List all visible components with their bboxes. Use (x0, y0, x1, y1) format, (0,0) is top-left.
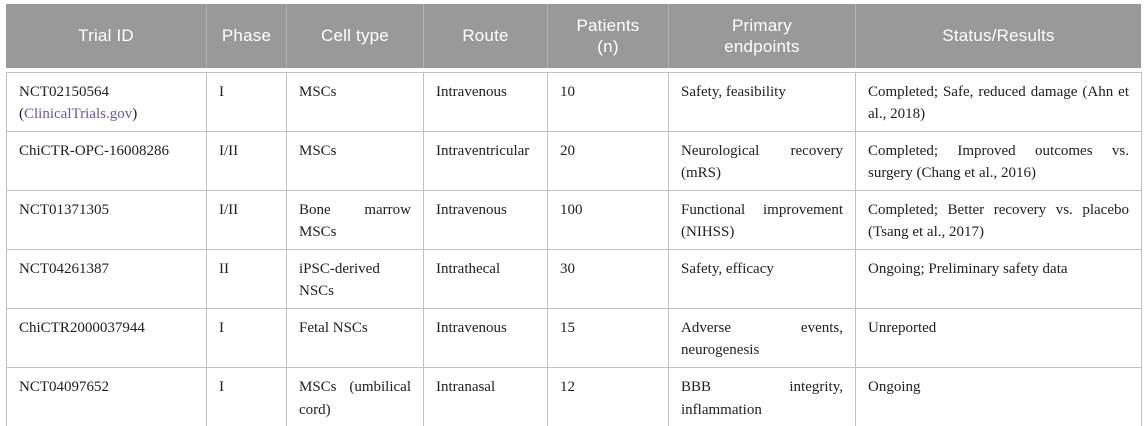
cell-endpoints: Functional improvement (NIHSS) (668, 190, 856, 251)
cell-cell-type: iPSC-derived NSCs (286, 249, 424, 310)
cell-trial-id: ChiCTR2000037944 (6, 308, 207, 369)
cell-status: Ongoing (855, 367, 1142, 426)
cell-cell-type: Fetal NSCs (286, 308, 424, 369)
cell-trial-id: NCT01371305 (6, 190, 207, 251)
cell-route: Intravenous (423, 190, 548, 251)
cell-status: Unreported (855, 308, 1142, 369)
column-header-status-results: Status/Results (855, 4, 1141, 68)
cell-trial-id: NCT04097652 (6, 367, 207, 426)
cell-trial-id: NCT04261387 (6, 249, 207, 310)
cell-phase: I (206, 71, 287, 133)
cell-phase: II (206, 249, 287, 310)
cell-route: Intrathecal (423, 249, 548, 310)
cell-status: Completed; Improved outcomes vs. surgery… (855, 131, 1142, 192)
cell-route: Intranasal (423, 367, 548, 426)
trial-registry-line: (ClinicalTrials.gov) (19, 106, 138, 123)
cell-status: Completed; Better recovery vs. placebo (… (855, 190, 1142, 251)
column-header-patients: Patients (n) (547, 4, 668, 68)
cell-patients: 15 (547, 308, 669, 369)
cell-patients: 12 (547, 367, 669, 426)
table-row: NCT02150564 (ClinicalTrials.gov) I MSCs … (6, 71, 1142, 133)
trial-id-text: NCT02150564 (19, 84, 109, 100)
cell-cell-type: Bone marrow MSCs (286, 190, 424, 251)
cell-route: Intravenous (423, 308, 548, 369)
cell-phase: I/II (206, 190, 287, 251)
table-header-row: Trial ID Phase Cell type Route Patients … (6, 4, 1141, 68)
cell-trial-id: NCT02150564 (ClinicalTrials.gov) (6, 71, 207, 133)
cell-endpoints: Safety, feasibility (668, 71, 856, 133)
cell-patients: 10 (547, 71, 669, 133)
cell-patients: 20 (547, 131, 669, 192)
cell-endpoints: Adverse events, neurogenesis (668, 308, 856, 369)
cell-phase: I (206, 367, 287, 426)
table-row: NCT04261387 II iPSC-derived NSCs Intrath… (6, 249, 1142, 310)
cell-patients: 30 (547, 249, 669, 310)
table-body: NCT02150564 (ClinicalTrials.gov) I MSCs … (6, 71, 1142, 426)
column-header-primary-endpoints: Primary endpoints (668, 4, 855, 68)
cell-phase: I/II (206, 131, 287, 192)
cell-route: Intraventricular (423, 131, 548, 192)
cell-trial-id: ChiCTR-OPC-16008286 (6, 131, 207, 192)
cell-status: Ongoing; Preliminary safety data (855, 249, 1142, 310)
cell-cell-type: MSCs (286, 131, 424, 192)
cell-route: Intravenous (423, 71, 548, 133)
cell-phase: I (206, 308, 287, 369)
table-row: ChiCTR2000037944 I Fetal NSCs Intravenou… (6, 308, 1142, 369)
cell-patients: 100 (547, 190, 669, 251)
column-header-cell-type: Cell type (286, 4, 423, 68)
table-row: ChiCTR-OPC-16008286 I/II MSCs Intraventr… (6, 131, 1142, 192)
cell-endpoints: Neurological recovery (mRS) (668, 131, 856, 192)
column-header-phase: Phase (206, 4, 286, 68)
column-header-trial-id: Trial ID (78, 26, 134, 46)
cell-endpoints: Safety, efficacy (668, 249, 856, 310)
cell-cell-type: MSCs (286, 71, 424, 133)
cell-cell-type: MSCs (umbilical cord) (286, 367, 424, 426)
clinical-trials-table: Trial ID Phase Cell type Route Patients … (6, 4, 1142, 426)
cell-status: Completed; Safe, reduced damage (Ahn et … (855, 71, 1142, 133)
column-header-route: Route (423, 4, 547, 68)
cell-endpoints: BBB integrity, inflammation (668, 367, 856, 426)
table-row: NCT01371305 I/II Bone marrow MSCs Intrav… (6, 190, 1142, 251)
clinicaltrials-gov-link[interactable]: ClinicalTrials.gov (24, 106, 133, 123)
table-row: NCT04097652 I MSCs (umbilical cord) Intr… (6, 367, 1142, 426)
